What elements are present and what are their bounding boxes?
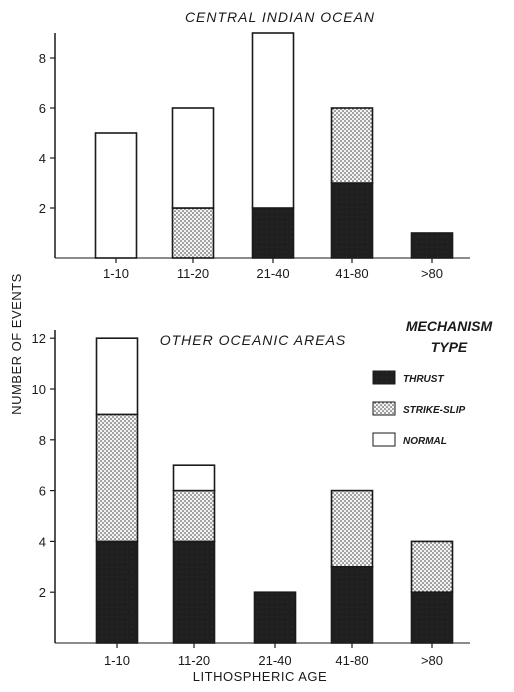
y-tick-label: 10: [32, 382, 46, 397]
x-tick-label: 21-40: [258, 653, 291, 668]
bar-thrust-gt-80: [410, 232, 454, 259]
legend-label-thrust: THRUST: [403, 374, 444, 385]
bar-strike-slip-41-80: [330, 107, 374, 184]
y-tick-label: 6: [39, 484, 46, 499]
legend-title-line2: TYPE: [431, 339, 468, 355]
bar-normal-11-20: [171, 107, 215, 209]
bar-normal-21-40: [251, 32, 295, 209]
legend-label-strike-slip: STRIKE-SLIP: [403, 405, 466, 416]
bar-normal-1-10: [94, 132, 138, 259]
legend-swatch-thrust: [372, 370, 396, 385]
x-tick-label: 1-10: [104, 653, 130, 668]
y-tick-label: 4: [39, 151, 46, 166]
y-tick-label: 6: [39, 101, 46, 116]
bar-normal-11-20: [172, 464, 216, 492]
legend: MECHANISM TYPE THRUST STRIKE-SLIP NORMAL: [372, 318, 493, 447]
y-tick-label: 2: [39, 201, 46, 216]
legend-swatch-normal: [372, 432, 396, 447]
bar-normal-1-10: [95, 337, 139, 416]
chart-other-oceanic-areas: OTHER OCEANIC AREAS 2 4 6 8 10 12 1-10 11-20 21-…: [32, 330, 470, 668]
bar-thrust-41-80: [330, 182, 374, 259]
x-tick-label: 1-10: [103, 266, 129, 281]
bar-strike-slip-1-10: [95, 413, 139, 543]
legend-swatch-strike-slip: [372, 401, 396, 416]
bar-strike-slip-11-20: [172, 489, 216, 543]
y-tick-label: 12: [32, 331, 46, 346]
chart-central-indian-ocean: CENTRAL INDIAN OCEAN 2 4 6 8 1-10 11-20 21-40 4…: [39, 9, 470, 281]
y-axis-label: NUMBER OF EVENTS: [9, 273, 24, 415]
x-tick-label: 11-20: [177, 266, 209, 281]
bar-thrust-21-40: [253, 591, 297, 644]
x-axis-label: LITHOSPHERIC AGE: [193, 669, 327, 684]
bar-thrust-gt-80: [410, 591, 454, 644]
bar-thrust-21-40: [251, 207, 295, 259]
y-tick-label: 8: [39, 433, 46, 448]
bar-thrust-11-20: [172, 540, 216, 644]
bar-strike-slip-gt-80: [410, 540, 454, 594]
x-tick-label: 11-20: [178, 653, 210, 668]
y-tick-label: 8: [39, 51, 46, 66]
legend-title-line1: MECHANISM: [406, 318, 493, 334]
chart-title: OTHER OCEANIC AREAS: [160, 332, 347, 348]
bar-thrust-41-80: [330, 565, 374, 644]
bar-strike-slip-41-80: [330, 489, 374, 568]
y-tick-label: 4: [39, 534, 46, 549]
x-tick-label: 21-40: [256, 266, 289, 281]
x-tick-label: 41-80: [335, 653, 368, 668]
bar-strike-slip-11-20: [171, 207, 215, 259]
chart-title: CENTRAL INDIAN OCEAN: [185, 9, 375, 25]
y-tick-label: 2: [39, 585, 46, 600]
x-tick-label: >80: [421, 266, 443, 281]
legend-label-normal: NORMAL: [403, 436, 447, 447]
x-tick-label: 41-80: [335, 266, 368, 281]
bar-thrust-1-10: [95, 540, 139, 644]
x-tick-label: >80: [421, 653, 443, 668]
